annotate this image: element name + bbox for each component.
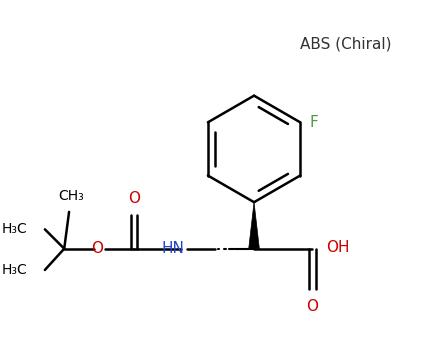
Text: ABS (Chiral): ABS (Chiral) [299, 37, 390, 51]
Text: HN: HN [161, 241, 184, 256]
Text: H₃C: H₃C [2, 222, 27, 236]
Text: O: O [305, 299, 318, 314]
Text: O: O [91, 241, 103, 256]
Text: O: O [127, 191, 140, 206]
Text: CH₃: CH₃ [58, 189, 84, 203]
Text: H₃C: H₃C [2, 263, 27, 277]
Text: F: F [309, 115, 318, 130]
Polygon shape [248, 202, 259, 248]
Text: OH: OH [325, 240, 348, 255]
